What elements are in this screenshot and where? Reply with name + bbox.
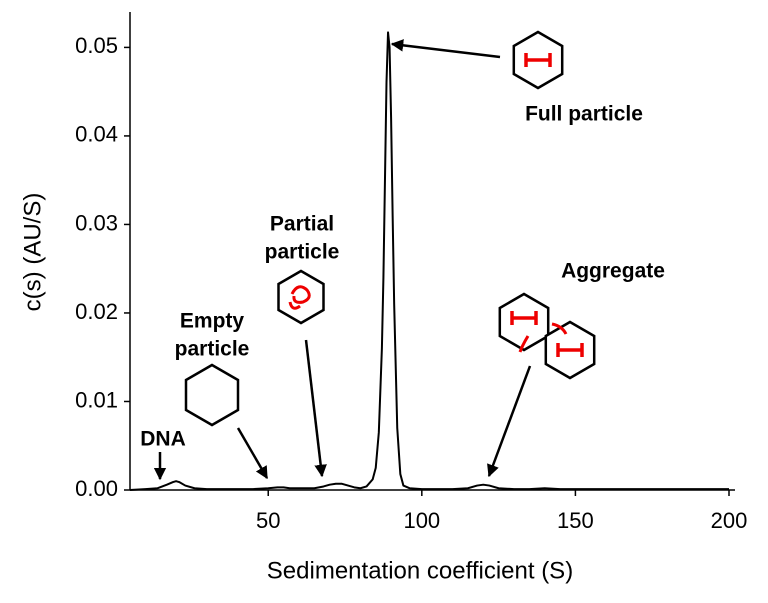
- y-axis-title: c(s) (AU/S): [19, 193, 46, 312]
- data-line: [129, 31, 729, 491]
- particle-icon: [498, 292, 550, 352]
- x-tick-label: 200: [711, 508, 748, 533]
- y-tick-label: 0.03: [75, 210, 118, 235]
- genome-icon: [288, 285, 311, 310]
- x-tick-label: 100: [403, 508, 440, 533]
- genome-icon: [518, 322, 568, 353]
- x-tick-label: 150: [557, 508, 594, 533]
- arrow: [390, 39, 501, 59]
- annotation: Full particle: [525, 103, 643, 126]
- y-tick-label: 0.05: [75, 33, 118, 58]
- y-tick-label: 0.04: [75, 122, 118, 147]
- genome-icon: [510, 311, 538, 325]
- y-tick-label: 0.00: [75, 476, 118, 501]
- annotation: particle: [265, 241, 340, 264]
- arrow: [304, 339, 327, 478]
- annotation: Empty: [180, 310, 245, 333]
- x-axis-title: Sedimentation coefficient (S): [267, 557, 573, 584]
- annotation: DNA: [140, 428, 186, 451]
- genome-icon: [556, 343, 584, 357]
- y-tick-label: 0.02: [75, 299, 118, 324]
- y-tick-label: 0.01: [75, 387, 118, 412]
- genome-icon: [524, 53, 552, 67]
- particle-icon: [184, 363, 240, 427]
- annotation: Aggregate: [561, 260, 665, 283]
- annotation: particle: [175, 338, 250, 361]
- arrow: [487, 365, 532, 478]
- particle-icon: [277, 269, 325, 325]
- x-tick-label: 50: [256, 508, 280, 533]
- arrow: [236, 427, 269, 480]
- annotation: Partial: [270, 213, 334, 236]
